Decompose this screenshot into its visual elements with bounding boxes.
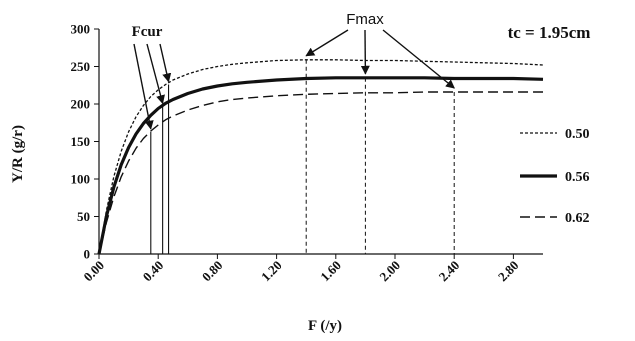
fishing-mortality-markers <box>133 29 455 254</box>
y-tick-label: 200 <box>71 97 91 112</box>
y-tick-label: 300 <box>71 22 91 37</box>
x-tick-label: 0.00 <box>80 258 107 285</box>
series-line-0-56 <box>97 76 544 255</box>
fcur-arrow <box>133 43 154 130</box>
fmax-arrow <box>305 29 349 57</box>
x-tick-label: 0.80 <box>199 258 226 285</box>
legend-label: 0.56 <box>565 170 590 185</box>
x-axis-title: F (/y) <box>308 318 342 334</box>
series-line-0-62 <box>98 91 543 255</box>
x-tick-label: 2.00 <box>376 258 403 285</box>
fcur-arrow <box>159 43 172 83</box>
y-axis-title: Y/R (g/r) <box>10 125 26 183</box>
x-tick-label: 2.40 <box>436 258 463 285</box>
x-tick-label: 0.40 <box>140 258 167 285</box>
y-tick-label: 150 <box>71 134 91 149</box>
x-tick-label: 2.80 <box>495 258 522 285</box>
series-line-0-50 <box>98 59 544 255</box>
y-tick-label: 250 <box>71 59 91 74</box>
x-tick-label: 1.60 <box>317 258 344 285</box>
legend: 0.50 0.56 0.62 <box>520 127 590 226</box>
legend-label: 0.62 <box>565 211 590 226</box>
fmax-label: Fmax <box>346 11 384 28</box>
fmax-arrow <box>382 29 455 89</box>
series-layer <box>97 59 544 255</box>
axes <box>94 28 543 259</box>
fcur-label: Fcur <box>132 24 163 40</box>
y-tick-label: 0 <box>84 247 91 262</box>
y-tick-label: 100 <box>71 172 91 187</box>
tc-label: tc = 1.95cm <box>508 23 591 42</box>
tick-labels: 0 50 100 150 200 250 300 0.00 0.40 0.80 1.20 1.60 2.… <box>71 22 522 285</box>
y-tick-label: 50 <box>77 209 90 224</box>
legend-label: 0.50 <box>565 127 590 142</box>
x-tick-label: 1.20 <box>258 258 285 285</box>
fcur-arrow <box>146 43 165 105</box>
